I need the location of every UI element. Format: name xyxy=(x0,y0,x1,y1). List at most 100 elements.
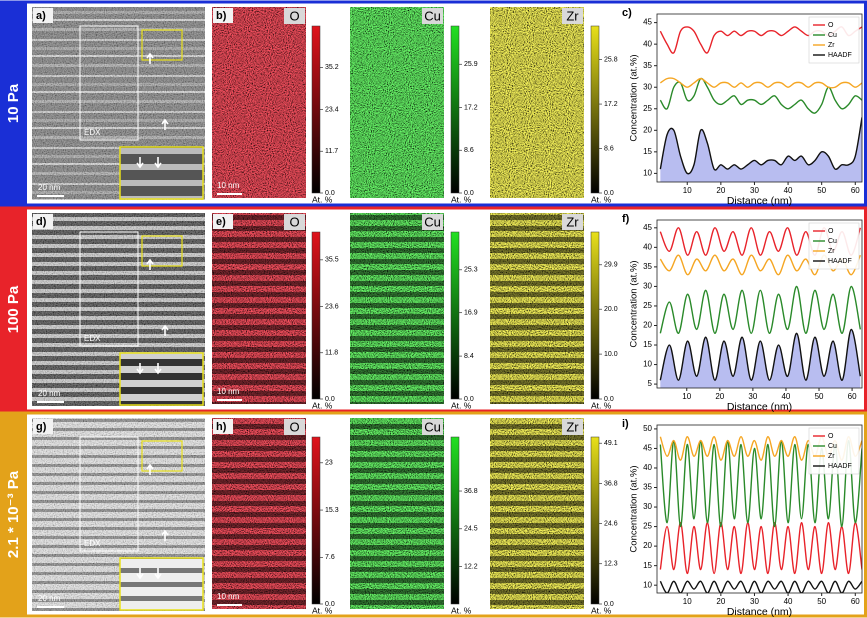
x-tick-label: 10 xyxy=(683,597,692,606)
y-tick-label: 40 xyxy=(643,242,652,251)
panel-label: c) xyxy=(622,7,632,19)
x-tick-label: 30 xyxy=(750,597,759,606)
colorbar xyxy=(590,25,600,194)
y-tick-label: 20 xyxy=(643,321,652,330)
legend-label: Zr xyxy=(828,248,835,255)
colorbar-unit: At. % xyxy=(451,194,472,204)
map-stripes xyxy=(212,213,306,404)
legend-label: O xyxy=(828,228,834,235)
edx-box xyxy=(79,25,139,141)
x-tick-label: 40 xyxy=(784,186,793,195)
colorbar-tick-label: 10.0 xyxy=(604,351,618,358)
colorbar-tick-label: 17.2 xyxy=(464,104,478,111)
x-tick-label: 60 xyxy=(851,186,860,195)
colorbar xyxy=(311,25,321,194)
arrow xyxy=(146,52,154,64)
legend-label: Cu xyxy=(828,32,837,39)
arrow xyxy=(154,363,162,375)
colorbar-tick-label: 23 xyxy=(325,460,333,467)
element-label-box xyxy=(562,8,583,24)
element-map-noise xyxy=(490,7,584,198)
x-tick-label: 40 xyxy=(784,597,793,606)
colorbar-tick-label: 23.6 xyxy=(325,303,339,310)
colorbar-tick-label: 11.8 xyxy=(325,350,338,357)
legend-label: O xyxy=(828,22,834,29)
colorbar-tick-label: 12.3 xyxy=(604,561,618,568)
colorbar-unit: At. % xyxy=(591,400,612,410)
colorbar-tick-label: 24.6 xyxy=(604,520,618,527)
element-label: O xyxy=(289,419,299,434)
y-tick-label: 40 xyxy=(643,39,652,48)
colorbar-tick-label: 0.0 xyxy=(604,396,614,403)
row-label: 100 Pa xyxy=(5,285,22,333)
arrow xyxy=(146,258,154,270)
panel-label-box xyxy=(213,419,233,434)
colorbar-tick-label: 36.8 xyxy=(464,488,478,495)
element-label-box xyxy=(284,419,305,435)
colorbar-tick-label: 17.2 xyxy=(604,101,618,108)
colorbar xyxy=(450,25,460,194)
y-tick-label: 45 xyxy=(643,444,652,453)
legend-label: Zr xyxy=(828,42,835,49)
y-tick-label: 10 xyxy=(643,580,652,589)
edx-box xyxy=(79,436,139,552)
y-tick-label: 25 xyxy=(643,301,652,310)
y-tick-label: 10 xyxy=(643,168,652,177)
element-label-box xyxy=(562,419,583,435)
map-stripes xyxy=(350,418,444,609)
colorbar-tick-label: 8.6 xyxy=(464,147,474,154)
colorbar-tick-label: 20.0 xyxy=(604,306,618,313)
colorbar-tick-label: 11.7 xyxy=(325,148,338,155)
inset-image xyxy=(119,146,204,200)
panel-label: a) xyxy=(36,10,46,22)
element-label: Cu xyxy=(424,214,441,229)
area xyxy=(660,329,861,388)
map-stripes xyxy=(490,418,584,609)
y-tick-label: 25 xyxy=(643,522,652,531)
colorbar-tick-label: 25.8 xyxy=(604,56,618,63)
edx-label: EDX xyxy=(84,128,101,137)
element-label: Cu xyxy=(424,419,441,434)
y-tick-label: 35 xyxy=(643,61,652,70)
scale-bar-label: 10 nm xyxy=(217,387,240,396)
y-tick-label: 15 xyxy=(643,340,652,349)
x-tick-label: 50 xyxy=(817,597,826,606)
y-tick-label: 45 xyxy=(643,223,652,232)
colorbar-tick-label: 15.3 xyxy=(325,507,339,514)
y-tick-label: 30 xyxy=(643,502,652,511)
x-tick-label: 50 xyxy=(815,392,824,401)
edx-box xyxy=(79,231,139,347)
x-tick-label: 50 xyxy=(817,186,826,195)
line xyxy=(659,285,862,335)
scale-bar-label: 20 nm xyxy=(38,389,61,398)
scale-bar-label: 20 nm xyxy=(38,183,61,192)
panel-label-box xyxy=(33,419,53,434)
x-axis-label: Distance (nm) xyxy=(727,401,792,413)
edx-label: EDX xyxy=(84,334,101,343)
element-label: Zr xyxy=(566,8,579,23)
panel-label: b) xyxy=(216,10,227,22)
axes-frame xyxy=(656,424,863,594)
panel-label: g) xyxy=(36,421,47,433)
legend-label: Cu xyxy=(828,443,837,450)
axes-frame xyxy=(656,219,863,389)
x-tick-label: 30 xyxy=(750,186,759,195)
colorbar-unit: At. % xyxy=(312,605,333,615)
arrow xyxy=(146,463,154,475)
scale-bar-label: 20 nm xyxy=(38,594,61,603)
colorbar xyxy=(450,436,460,605)
y-axis-label: Concentration (at.%) xyxy=(629,260,640,347)
colorbar-tick-label: 24.5 xyxy=(464,526,478,533)
zoom-box xyxy=(141,235,183,267)
colorbar-unit: At. % xyxy=(591,194,612,204)
colorbar-tick-label: 12.2 xyxy=(464,563,478,570)
panel-label-box xyxy=(33,214,53,229)
zoom-box xyxy=(141,29,183,61)
colorbar-tick-label: 16.9 xyxy=(464,310,478,317)
panel-label-box xyxy=(213,214,233,229)
panel-label-box xyxy=(33,8,53,23)
element-label: Zr xyxy=(566,419,579,434)
panel-label: f) xyxy=(622,213,630,225)
element-label-box xyxy=(422,214,443,230)
y-tick-label: 35 xyxy=(643,483,652,492)
